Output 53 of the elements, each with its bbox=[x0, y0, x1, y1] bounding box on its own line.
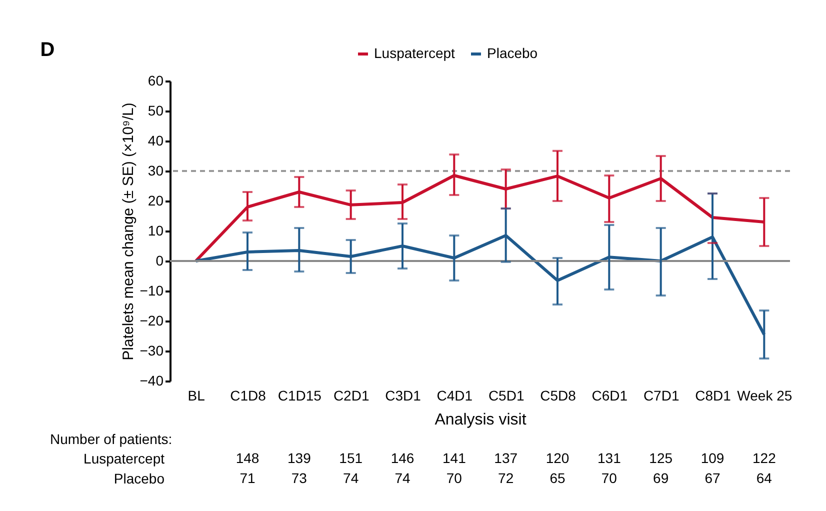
text: 146 bbox=[390, 450, 414, 466]
text: 120 bbox=[546, 450, 570, 466]
text: 74 bbox=[343, 470, 359, 486]
x-tick-label: C4D1 bbox=[436, 388, 473, 404]
y-tick-label: −40 bbox=[140, 372, 164, 388]
y-tick-label: 30 bbox=[148, 162, 164, 178]
x-tick-label: C8D1 bbox=[695, 388, 732, 404]
text: 64 bbox=[756, 470, 772, 486]
x-tick-label: C7D1 bbox=[643, 388, 680, 404]
x-tick-label: C5D1 bbox=[488, 388, 524, 404]
text: 73 bbox=[291, 470, 308, 486]
text: 71 bbox=[240, 470, 256, 486]
x-tick-label: C1D15 bbox=[278, 388, 322, 404]
y-tick-label: −10 bbox=[140, 282, 164, 298]
text: 148 bbox=[236, 450, 260, 466]
x-tick-label: C5D8 bbox=[540, 388, 576, 404]
text: 72 bbox=[498, 470, 514, 486]
y-tick-label: 60 bbox=[148, 72, 164, 88]
text: 74 bbox=[394, 470, 410, 486]
text: 151 bbox=[339, 450, 363, 466]
text: Luspatercept bbox=[84, 450, 165, 466]
x-axis-title: Analysis visit bbox=[434, 412, 527, 428]
text: 131 bbox=[597, 450, 622, 466]
x-tick-label: Week 25 bbox=[737, 388, 792, 404]
y-tick-label: 0 bbox=[156, 252, 164, 268]
x-tick-label: C3D1 bbox=[385, 388, 422, 404]
y-tick-label: 10 bbox=[148, 222, 164, 238]
y-tick-label: 40 bbox=[148, 132, 164, 148]
text: D bbox=[40, 39, 55, 61]
legend-label: Luspatercept bbox=[374, 45, 456, 61]
legend-label: Placebo bbox=[487, 45, 538, 61]
text: 141 bbox=[442, 450, 466, 466]
text: Placebo bbox=[114, 470, 165, 486]
text: 122 bbox=[752, 450, 776, 466]
text: Number of patients: bbox=[50, 431, 172, 447]
y-axis-title: Platelets mean change (± SE) (×10⁹/L) bbox=[120, 102, 137, 360]
text: 70 bbox=[446, 470, 462, 486]
text: 139 bbox=[287, 450, 312, 466]
text: 137 bbox=[494, 450, 518, 466]
x-tick-label: BL bbox=[188, 388, 206, 404]
y-tick-label: −20 bbox=[140, 312, 164, 328]
text: 67 bbox=[704, 470, 720, 486]
text: 109 bbox=[700, 450, 724, 466]
text: 65 bbox=[550, 470, 566, 486]
text: 70 bbox=[601, 470, 618, 486]
text: 69 bbox=[653, 470, 669, 486]
x-tick-label: C6D1 bbox=[592, 388, 628, 404]
text: 125 bbox=[649, 450, 673, 466]
y-tick-label: 50 bbox=[148, 102, 164, 118]
x-tick-label: C1D8 bbox=[230, 388, 266, 404]
x-tick-label: C2D1 bbox=[333, 388, 370, 404]
y-tick-label: 20 bbox=[148, 192, 164, 208]
y-tick-label: −30 bbox=[140, 342, 164, 358]
